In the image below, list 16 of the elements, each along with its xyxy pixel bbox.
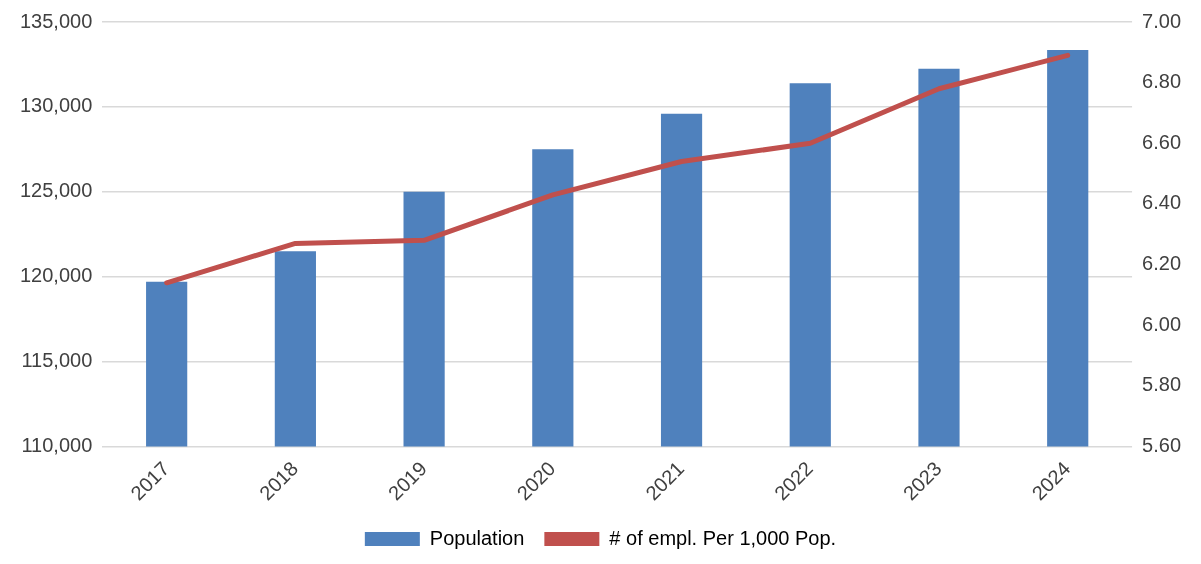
y2-tick-label: 5.60 xyxy=(1142,434,1182,457)
y-tick-label: 135,000 xyxy=(20,9,93,32)
y2-tick-label: 6.80 xyxy=(1142,70,1182,93)
y-tick-label: 120,000 xyxy=(20,264,93,287)
y-tick-label: 110,000 xyxy=(21,434,93,457)
y2-tick-label: 6.20 xyxy=(1142,252,1182,275)
y-tick-label: 125,000 xyxy=(20,179,93,202)
y2-tick-label: 7.00 xyxy=(1142,9,1182,32)
legend-label: # of empl. Per 1,000 Pop. xyxy=(609,526,837,549)
legend-label: Population xyxy=(429,526,525,549)
y2-tick-label: 6.00 xyxy=(1142,312,1182,335)
y2-tick-label: 6.40 xyxy=(1142,191,1182,214)
y2-tick-label: 6.60 xyxy=(1142,130,1182,153)
y-tick-label: 115,000 xyxy=(21,349,93,372)
y-tick-label: 130,000 xyxy=(20,94,93,117)
y2-tick-label: 5.80 xyxy=(1142,373,1182,396)
